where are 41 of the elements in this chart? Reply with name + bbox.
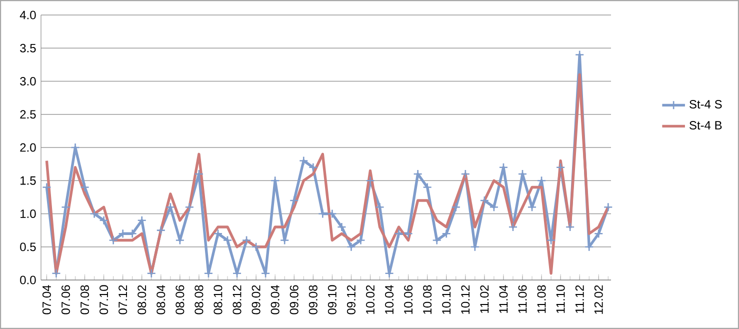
y-tick-label: 4.0 <box>20 10 36 20</box>
x-tick-label: 09.08 <box>308 285 318 314</box>
y-tick-label: 2.0 <box>20 143 36 152</box>
x-tick-label: 11.04 <box>499 285 508 313</box>
x-tick-label: 10.06 <box>404 285 413 314</box>
x-tick-label: 07.10 <box>100 285 108 314</box>
x-tick-label: 11.10 <box>556 285 565 313</box>
x-tick-label: 09.04 <box>270 285 280 314</box>
y-tick-label: 3.5 <box>20 44 36 52</box>
x-tick-label: 09.02 <box>252 285 260 314</box>
x-tick-label: 08.12 <box>232 285 242 314</box>
x-tick-label: 07.04 <box>42 285 51 314</box>
y-tick-label: 1.0 <box>20 209 36 218</box>
x-tick-label: 10.12 <box>461 285 470 314</box>
x-tick-label: 11.06 <box>518 285 527 313</box>
x-tick-label: 07.06 <box>61 285 70 314</box>
x-tick-label: 11.02 <box>480 285 489 313</box>
x-tick-label: 12.02 <box>594 285 603 314</box>
x-tick-label: 08.02 <box>138 285 146 314</box>
x-tick-label: 10.02 <box>366 285 375 314</box>
legend-label: St-4 S <box>690 100 722 108</box>
x-tick-label: 08.06 <box>176 285 184 314</box>
y-tick-label: 0.0 <box>20 276 36 284</box>
y-tick-label: 0.5 <box>20 242 36 252</box>
x-tick-label: 11.08 <box>537 285 546 313</box>
x-tick-label: 09.06 <box>290 285 298 314</box>
x-tick-label: 10.10 <box>442 285 451 314</box>
y-tick-label: 2.5 <box>20 110 36 119</box>
legend-label: St-4 B <box>690 121 722 130</box>
x-tick-label: 10.08 <box>423 285 432 314</box>
x-tick-label: 09.12 <box>346 285 356 314</box>
x-tick-label: 09.10 <box>328 285 336 314</box>
x-tick-label: 10.04 <box>385 285 394 314</box>
x-tick-label: 08.08 <box>194 285 204 314</box>
x-tick-label: 07.08 <box>80 285 90 314</box>
y-tick-label: 1.5 <box>20 176 36 185</box>
x-tick-label: 11.12 <box>575 285 584 313</box>
y-tick-label: 3.0 <box>20 76 36 86</box>
x-tick-label: 07.12 <box>118 285 128 314</box>
x-tick-label: 08.04 <box>156 285 166 314</box>
x-tick-label: 08.10 <box>214 285 222 314</box>
